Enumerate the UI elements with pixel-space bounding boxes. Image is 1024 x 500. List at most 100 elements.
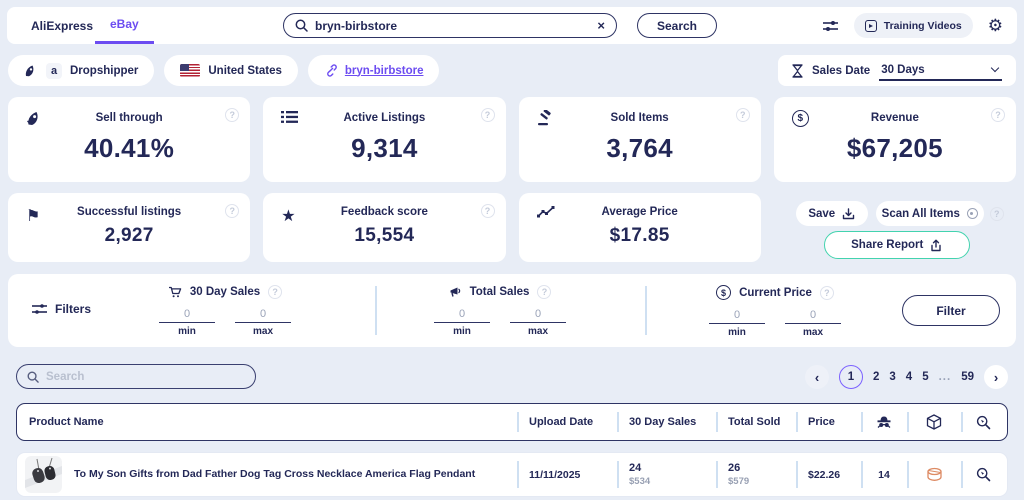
table-row[interactable]: To My Son Gifts from Dad Father Dog Tag …: [16, 452, 1008, 497]
product-thumbnail[interactable]: [25, 456, 62, 493]
pagination-page-2[interactable]: 2: [872, 371, 880, 383]
header-total-sold[interactable]: Total Sold: [716, 404, 796, 440]
help-icon[interactable]: ?: [225, 204, 240, 218]
product-title[interactable]: To My Son Gifts from Dad Father Dog Tag …: [74, 467, 476, 480]
search-icon: [27, 371, 39, 383]
sales-date-value: 30 Days: [881, 63, 925, 76]
30-day-sales-min-input[interactable]: [159, 308, 215, 323]
help-icon[interactable]: ?: [537, 285, 552, 299]
header-analyze[interactable]: [961, 404, 1006, 440]
share-report-label: Share Report: [851, 239, 924, 251]
rocket-icon: [24, 64, 38, 78]
pagination: ‹ 1 2 3 4 5 ... 59 ›: [804, 364, 1008, 390]
actions-panel: Save Scan All Items ? Share Report: [774, 193, 1016, 262]
pagination-page-5[interactable]: 5: [922, 371, 929, 383]
filters-label: Filters: [55, 302, 92, 316]
cell-upload-date: 11/11/2025: [517, 453, 617, 496]
scan-icon: [966, 208, 978, 219]
header-competitors[interactable]: [861, 404, 907, 440]
clear-search-icon[interactable]: ×: [597, 18, 605, 33]
header-product-name[interactable]: Product Name: [29, 416, 104, 428]
store-link-chip[interactable]: bryn-birbstore: [307, 55, 440, 86]
list-icon: [281, 110, 299, 124]
play-icon: [864, 19, 877, 32]
sales-date-dropdown[interactable]: 30 Days: [879, 61, 1002, 81]
cell-analyze: [961, 453, 1006, 496]
dropshipper-label: Dropshipper: [70, 64, 139, 77]
stat-cards-row-2: ⚑ Successful listings ? 2,927 ★ Feedback…: [8, 193, 1016, 262]
help-icon[interactable]: ?: [819, 285, 834, 300]
stat-card-feedback-score: ★ Feedback score ? 15,554: [263, 193, 506, 262]
pagination-page-3[interactable]: 3: [889, 371, 896, 383]
country-chip[interactable]: United States: [164, 55, 298, 86]
help-icon[interactable]: ?: [480, 108, 495, 122]
pagination-page-4[interactable]: 4: [905, 371, 913, 383]
min-label: min: [453, 326, 471, 337]
save-button[interactable]: Save: [795, 201, 868, 226]
us-flag-icon: [180, 64, 201, 77]
sales-30-count: 24: [629, 462, 642, 474]
cell-product: To My Son Gifts from Dad Father Dog Tag …: [17, 453, 517, 496]
scan-all-items-button[interactable]: Scan All Items: [875, 201, 984, 226]
30-day-sales-max-input[interactable]: [235, 308, 291, 323]
stat-label: Average Price: [601, 206, 678, 218]
store-name-link[interactable]: bryn-birbstore: [344, 64, 424, 77]
share-report-button[interactable]: Share Report: [823, 231, 970, 259]
filter-group-total-sales: Total Sales ? min max: [410, 285, 590, 337]
tab-ebay[interactable]: eBay: [95, 7, 154, 44]
table-search-field[interactable]: [16, 364, 256, 389]
gear-icon[interactable]: ⚙: [987, 16, 1003, 35]
header-upload-date[interactable]: Upload Date: [517, 404, 617, 440]
amazon-icon: a: [46, 62, 62, 79]
stat-card-active-listings: Active Listings ? 9,314: [263, 97, 506, 182]
filters-bar: Filters 30 Day Sales ? min max: [8, 274, 1016, 347]
stat-value: $67,205: [846, 133, 943, 163]
help-icon[interactable]: ?: [735, 108, 750, 122]
top-bar: AliExpress eBay × Search Training Videos…: [7, 7, 1017, 44]
store-search-input[interactable]: [315, 18, 591, 33]
help-icon[interactable]: ?: [225, 108, 240, 122]
filter-button[interactable]: Filter: [902, 295, 1000, 326]
sales-30-amount: $534: [629, 476, 651, 487]
megaphone-icon: [449, 286, 462, 298]
header-30-day-sales[interactable]: 30 Day Sales: [617, 404, 716, 440]
table-search-input[interactable]: [46, 370, 245, 383]
help-icon[interactable]: ?: [480, 204, 495, 218]
training-videos-button[interactable]: Training Videos: [853, 13, 973, 38]
search-plus-icon[interactable]: [976, 467, 991, 482]
save-label: Save: [808, 207, 836, 220]
help-icon[interactable]: ?: [989, 207, 1004, 221]
current-price-min-input[interactable]: [709, 309, 765, 324]
stat-label: Feedback score: [340, 206, 428, 218]
sliders-icon[interactable]: [822, 19, 839, 33]
chevron-down-icon: [990, 63, 1000, 73]
pagination-prev-button[interactable]: ‹: [804, 365, 829, 389]
total-sales-max-input[interactable]: [510, 308, 566, 323]
store-search-field[interactable]: ×: [283, 13, 617, 38]
country-label: United States: [208, 64, 282, 77]
total-sales-min-input[interactable]: [434, 308, 490, 323]
total-sold-count: 26: [728, 462, 741, 474]
pagination-page-1[interactable]: 1: [838, 365, 863, 389]
star-icon: ★: [281, 208, 296, 225]
pagination-page-59[interactable]: 59: [961, 371, 974, 383]
pagination-next-button[interactable]: ›: [984, 365, 1008, 389]
stat-label: Sold Items: [610, 112, 669, 124]
stat-value: 3,764: [606, 133, 673, 163]
header-supplier[interactable]: [907, 404, 961, 440]
package-icon: [926, 414, 942, 430]
spy-icon: [875, 415, 893, 430]
search-button[interactable]: Search: [637, 13, 717, 38]
current-price-max-input[interactable]: [785, 309, 841, 324]
help-icon[interactable]: ?: [268, 285, 283, 299]
dropshipper-chip[interactable]: a Dropshipper: [8, 55, 155, 86]
top-right-cluster: Training Videos ⚙: [822, 7, 1003, 44]
cell-30-day-sales: 24 $534: [617, 453, 716, 496]
tab-aliexpress[interactable]: AliExpress: [31, 18, 94, 33]
package-icon-orange[interactable]: [926, 467, 943, 482]
search-icon: [295, 19, 308, 32]
stat-label: Active Listings: [343, 112, 426, 124]
header-price[interactable]: Price: [796, 404, 861, 440]
help-icon[interactable]: ?: [991, 108, 1005, 122]
